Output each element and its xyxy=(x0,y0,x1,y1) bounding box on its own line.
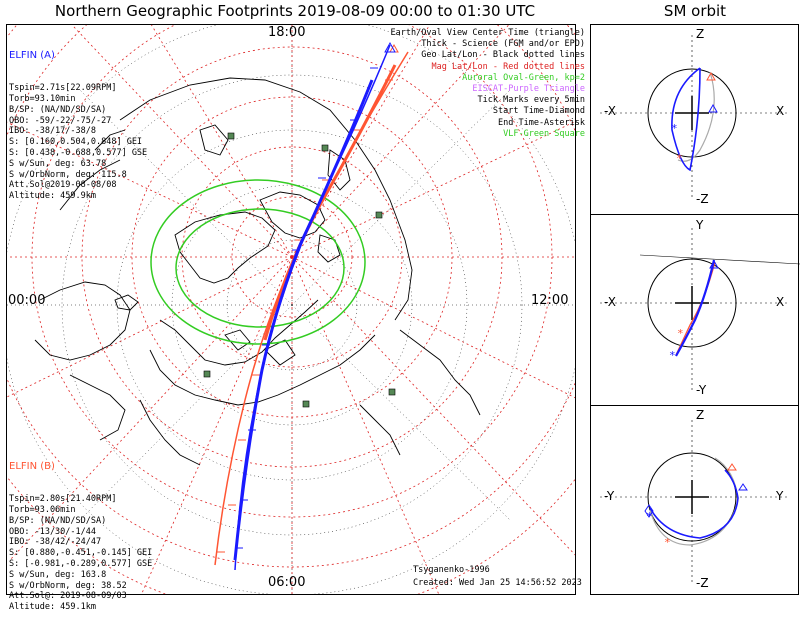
sm1-top-label: Z xyxy=(696,27,705,41)
elfin-a-line: S: [0.438,-0.688,0.577] GSE xyxy=(9,147,148,158)
footprint-figure: * * * * * * xyxy=(6,24,800,595)
sm3-bottom-label: -Z xyxy=(696,576,709,590)
legend-item: Geo Lat/Lon - Black dotted lines xyxy=(421,50,585,61)
legend-item: Auroral Oval-Green, kp=2 xyxy=(462,72,585,83)
elfin-a-line: S w/Sun, deg: 63.78 xyxy=(9,158,107,169)
svg-text:*: * xyxy=(677,327,684,340)
model-credit: Tsyganenko-1996 xyxy=(413,565,490,575)
elfin-b-line: Altitude: 459.1km xyxy=(9,602,96,613)
sm-panel-yz: * * xyxy=(600,420,790,585)
elfin-a-line: Altitude: 459.9km xyxy=(9,191,96,202)
legend-item: Thick - Science (FGM and/or EPD) xyxy=(421,39,585,50)
elfin-b-line: S w/Sun, deg: 163.8 xyxy=(9,569,107,580)
elfin-a-track xyxy=(233,41,396,571)
elfin-b-line: IBO: -38/42/-24/47 xyxy=(9,537,102,548)
sm-frame xyxy=(590,24,799,595)
elfin-a-line: S w/OrbNorm, deg: 115.8 xyxy=(9,169,127,180)
created-date: Created: Wed Jan 25 14:56:52 2023 xyxy=(413,578,582,588)
time-label-bottom: 06:00 xyxy=(268,575,306,590)
sm1-bottom-label: -Z xyxy=(696,192,709,206)
legend-item: VLF-Green Square xyxy=(503,128,585,139)
time-label-top: 18:00 xyxy=(268,25,306,40)
sm3-top-label: Z xyxy=(696,408,705,422)
vlf-stations xyxy=(203,132,396,408)
legend: Earth/Oval View Center Time (triangle) Th… xyxy=(391,28,585,140)
legend-item: EISCAT-Purple Triangle xyxy=(472,84,585,95)
elfin-b-line: OBO: -13/30/-1/44 xyxy=(9,526,96,537)
legend-item: Tick Marks every 5min xyxy=(477,95,585,106)
legend-item: End Time-Asterisk xyxy=(498,117,585,128)
sm-orbit-title: SM orbit xyxy=(663,2,727,20)
elfin-a-lines: Tspin=2.71s[22.09RPM] Torb=93.10min B/SP: … xyxy=(9,83,147,202)
sm2-top-label: Y xyxy=(696,218,704,232)
elfin-a-line: Tspin=2.71s[22.09RPM] xyxy=(9,83,117,94)
elfin-b-line: B/SP: (NA/ND/SD/SA) xyxy=(9,515,107,526)
legend-item: Start Time-Diamond xyxy=(492,106,585,117)
sm2-right-label: X xyxy=(776,295,785,309)
sm2-left-label: -X xyxy=(604,295,616,309)
elfin-b-line: Att.Sol@: 2019-08-09/03 xyxy=(9,591,127,602)
elfin-a-info: ELFIN (A) Tspin=2.71s[22.09RPM] Torb=93.1… xyxy=(9,28,147,213)
elfin-a-header: ELFIN (A) xyxy=(9,49,55,61)
elfin-b-line: S: [0.880,-0.451,-0.145] GEI xyxy=(9,548,153,559)
elfin-a-line: B/SP: (NA/ND/SD/SA) xyxy=(9,104,107,115)
elfin-a-line: IBO: -38/17/-38/8 xyxy=(9,126,96,137)
legend-item: Earth/Oval View Center Time (triangle) xyxy=(390,28,585,38)
time-label-right: 12:00 xyxy=(531,293,569,308)
elfin-b-line: S w/OrbNorm, deg: 38.52 xyxy=(9,580,127,591)
sm3-left-label: -Y xyxy=(604,489,615,503)
legend-item: Mag Lat/Lon - Red dotted lines xyxy=(431,61,585,72)
svg-text:*: * xyxy=(669,349,676,362)
elfin-a-line: Torb=93.10min xyxy=(9,93,76,104)
elfin-b-line: Tspin=2.80s[21.40RPM] xyxy=(9,494,117,505)
sm3-right-label: Y xyxy=(776,489,784,503)
coastlines xyxy=(34,77,481,466)
sm2-bottom-label: -Y xyxy=(696,383,707,397)
sm1-right-label: X xyxy=(776,104,785,118)
elfin-b-line: Torb=93.06min xyxy=(9,504,76,515)
svg-text:*: * xyxy=(676,152,683,165)
elfin-b-info: ELFIN (B) Tspin=2.80s[21.40RPM] Torb=93.0… xyxy=(9,439,152,624)
sm-panel-xz: * * xyxy=(600,35,790,200)
svg-text:*: * xyxy=(646,510,653,523)
sm-panel-xy: * * xyxy=(600,228,800,390)
elfin-a-line: Att.Sol@2019-08-08/08 xyxy=(9,180,117,191)
svg-text:*: * xyxy=(664,536,671,549)
time-label-left: 00:00 xyxy=(8,293,46,308)
sm1-left-label: -X xyxy=(604,104,616,118)
elfin-b-line: S: [-0.981,-0.289,0.577] GSE xyxy=(9,558,153,569)
elfin-b-header: ELFIN (B) xyxy=(9,460,55,472)
elfin-b-lines: Tspin=2.80s[21.40RPM] Torb=93.06min B/SP: … xyxy=(9,494,152,613)
figure-title: Northern Geographic Footprints 2019-08-0… xyxy=(54,2,536,20)
elfin-a-line: OBO: -59/-22/-75/-27 xyxy=(9,115,112,126)
auroral-oval xyxy=(150,179,366,345)
map-frame xyxy=(6,24,576,595)
svg-text:*: * xyxy=(671,122,678,135)
elfin-a-line: S: [0.160,0.504,0.848] GEI xyxy=(9,137,143,148)
